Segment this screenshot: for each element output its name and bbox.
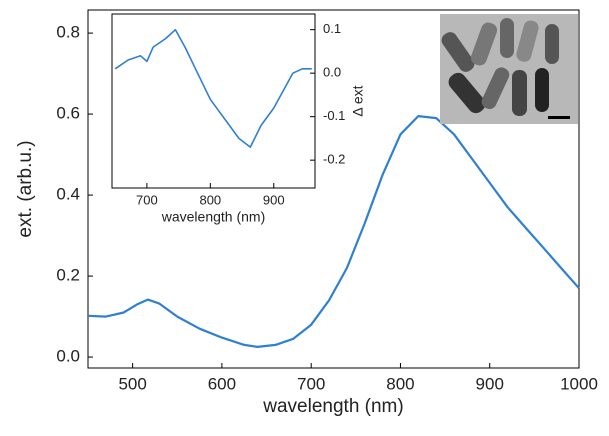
main-x-tick-label: 500 (118, 374, 146, 393)
main-x-tick-label: 700 (297, 374, 325, 393)
inset-y-tick-label: -0.2 (323, 152, 345, 167)
inset-plot-frame (111, 13, 316, 189)
main-x-tick-label: 600 (208, 374, 236, 393)
main-x-tick-label: 900 (476, 374, 504, 393)
inset-x-tick-label: 900 (263, 192, 285, 207)
inset-x-tick-label: 800 (199, 192, 221, 207)
main-y-tick-label: 0.4 (56, 185, 80, 204)
inset-curve (114, 28, 312, 148)
inset-x-axis-label: wavelength (nm) (161, 209, 266, 225)
tem-image (440, 14, 578, 124)
main-y-tick-label: 0.6 (56, 104, 80, 123)
main-y-tick-label: 0.0 (56, 347, 80, 366)
inset-y-tick-label: -0.1 (323, 108, 345, 123)
inset-y-tick-label: 0.0 (323, 65, 341, 80)
inset-x-tick-label: 700 (136, 192, 158, 207)
inset-y-axis-label: Δ ext (350, 85, 366, 116)
main-x-tick-label: 1000 (560, 374, 598, 393)
main-x-tick-label: 800 (386, 374, 414, 393)
main-y-tick-label: 0.8 (56, 23, 80, 42)
inset-y-tick-label: 0.1 (323, 21, 341, 36)
main-y-tick-label: 0.2 (56, 266, 80, 285)
main-x-axis-label: wavelength (nm) (262, 396, 403, 417)
main-plot-frame (87, 9, 580, 369)
main-curve (87, 115, 580, 348)
main-y-axis-label: ext. (arb.u.) (15, 140, 36, 237)
